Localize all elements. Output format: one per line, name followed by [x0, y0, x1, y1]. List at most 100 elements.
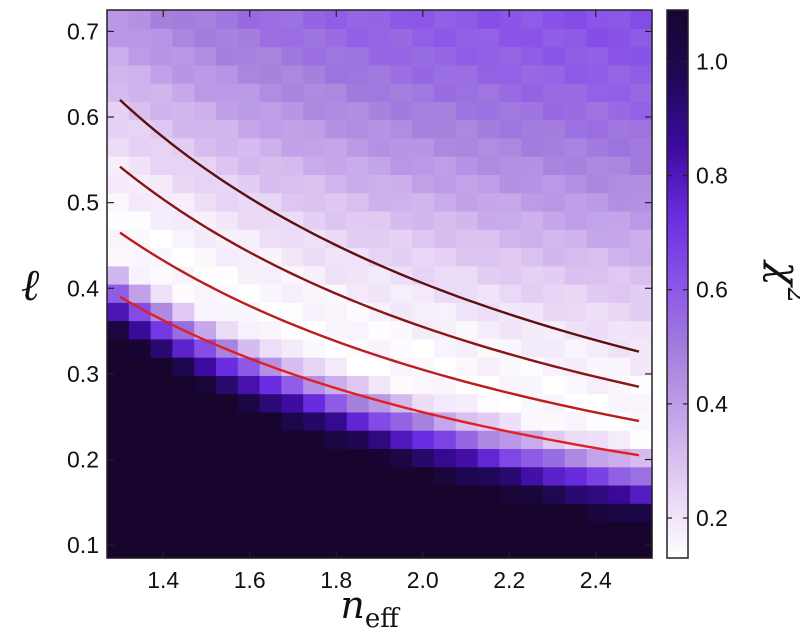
heatmap-cell	[586, 265, 609, 285]
heatmap-cell	[499, 83, 522, 102]
colorbar-tick-label: 0.8	[696, 163, 728, 189]
heatmap-cell	[434, 466, 457, 486]
heatmap-cell	[346, 284, 370, 303]
heatmap-cell	[499, 411, 522, 431]
heatmap-cell	[455, 210, 479, 230]
heatmap-cell	[303, 284, 326, 303]
heatmap-cell	[521, 521, 544, 541]
heatmap-cell	[368, 210, 391, 230]
heatmap-cell	[368, 156, 391, 175]
heatmap-cell	[455, 411, 479, 431]
heatmap-cell	[608, 247, 631, 267]
heatmap-cell	[346, 411, 370, 431]
heatmap-cell	[630, 503, 653, 523]
heatmap-cell	[128, 10, 152, 29]
heatmap-cell	[150, 357, 173, 376]
heatmap-cell	[434, 320, 457, 340]
y-axis-ticks: 0.1 0.2 0.3 0.4 0.5 0.6 0.7	[67, 18, 652, 558]
heatmap-cell	[281, 119, 304, 139]
heatmap-cell	[128, 64, 152, 84]
heatmap-cell	[521, 448, 544, 468]
heatmap-cell	[107, 302, 130, 322]
heatmap-cell	[172, 503, 195, 523]
heatmap-cell	[499, 539, 522, 559]
heatmap-cell	[434, 137, 457, 157]
heatmap-cell	[434, 64, 457, 84]
heatmap-cell	[412, 265, 435, 285]
heatmap-cell	[434, 375, 457, 395]
heatmap-cell	[172, 539, 195, 559]
heatmap-cell	[608, 521, 631, 541]
heatmap-cell	[543, 83, 566, 102]
heatmap-cell	[303, 357, 326, 376]
heatmap-cell	[630, 101, 653, 121]
heatmap-cell	[499, 375, 522, 395]
heatmap-cell	[630, 302, 653, 322]
heatmap-cell	[172, 302, 195, 322]
heatmap-cell	[455, 539, 479, 559]
heatmap-cell	[630, 484, 653, 504]
heatmap-cell	[543, 229, 566, 249]
heatmap-cell	[521, 411, 544, 431]
heatmap-cell	[237, 247, 261, 267]
heatmap-cell	[390, 229, 413, 249]
heatmap-cell	[346, 119, 370, 139]
heatmap-cell	[412, 338, 435, 358]
heatmap-cell	[172, 466, 195, 486]
heatmap-cell	[237, 64, 261, 84]
heatmap-cell	[237, 503, 261, 523]
heatmap-cell	[390, 375, 413, 395]
heatmap-cell	[346, 10, 370, 29]
heatmap-cell	[521, 28, 544, 48]
heatmap-cell	[107, 375, 130, 395]
heatmap-cell	[390, 484, 413, 504]
heatmap-cell	[455, 64, 479, 84]
heatmap-cell	[107, 393, 130, 413]
heatmap-cell	[586, 247, 609, 267]
heatmap-cell	[128, 119, 152, 139]
heatmap-cell	[128, 430, 152, 449]
heatmap-cell	[608, 83, 631, 102]
heatmap-cell	[128, 192, 152, 212]
heatmap-cell	[564, 28, 588, 48]
heatmap-cell	[325, 357, 348, 376]
heatmap-cell	[237, 375, 261, 395]
heatmap-cell	[521, 338, 544, 358]
heatmap-cell	[608, 265, 631, 285]
heatmap-cell	[434, 484, 457, 504]
heatmap-cell	[499, 247, 522, 267]
heatmap-cell	[630, 375, 653, 395]
heatmap-cell	[499, 46, 522, 66]
heatmap-cell	[107, 46, 130, 66]
heatmap-cell	[150, 156, 173, 175]
heatmap-cell	[237, 28, 261, 48]
heatmap-cell	[303, 484, 326, 504]
heatmap-cell	[521, 284, 544, 303]
heatmap-cell	[237, 210, 261, 230]
heatmap-cell	[564, 83, 588, 102]
heatmap-cell	[216, 247, 239, 267]
heatmap-cell	[455, 302, 479, 322]
heatmap-cell	[172, 46, 195, 66]
heatmap-cell	[434, 229, 457, 249]
heatmap-cell	[434, 448, 457, 468]
heatmap-cell	[346, 229, 370, 249]
heatmap-cell	[346, 101, 370, 121]
heatmap-cell	[608, 338, 631, 358]
heatmap-cell	[259, 156, 282, 175]
heatmap-cell	[564, 302, 588, 322]
heatmap-cell	[259, 411, 282, 431]
heatmap-cell	[237, 357, 261, 376]
heatmap-cell	[543, 484, 566, 504]
heatmap-cell	[477, 28, 500, 48]
heatmap-cell	[281, 375, 304, 395]
heatmap-cell	[128, 411, 152, 431]
heatmap-cell	[259, 338, 282, 358]
heatmap-cell	[303, 393, 326, 413]
heatmap-cell	[150, 210, 173, 230]
heatmap-cell	[303, 156, 326, 175]
heatmap-cell	[128, 28, 152, 48]
heatmap-cell	[586, 411, 609, 431]
heatmap-cell	[172, 174, 195, 194]
heatmap-cell	[172, 357, 195, 376]
